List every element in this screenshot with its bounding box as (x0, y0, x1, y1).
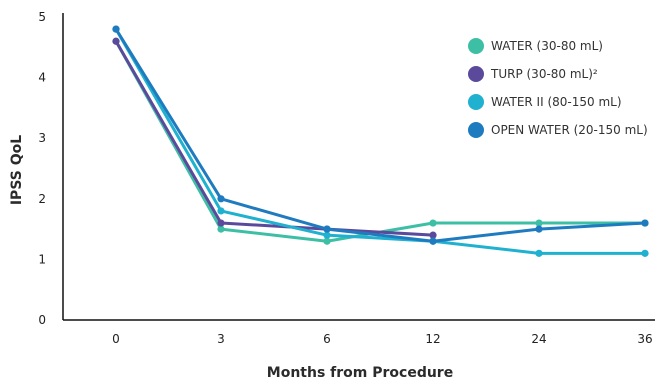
x-tick-label: 0 (112, 332, 120, 346)
y-tick-label: 3 (38, 131, 46, 145)
data-point (217, 219, 225, 227)
legend-marker (468, 38, 484, 54)
data-point (641, 219, 649, 227)
y-tick-label: 2 (38, 192, 46, 206)
x-tick-label: 36 (637, 332, 652, 346)
legend-item: TURP (30-80 mL)² (468, 66, 598, 82)
legend: WATER (30-80 mL) TURP (30-80 mL)² WATER II… (468, 38, 648, 138)
legend-item: WATER II (80-150 mL) (468, 94, 622, 110)
series-line (114, 27, 647, 243)
data-point (323, 237, 331, 245)
data-point (217, 225, 225, 233)
x-tick-labels: 0 3 6 12 24 36 (112, 332, 652, 346)
series-2 (112, 37, 437, 239)
axes (62, 13, 655, 321)
y-tick-labels: 0 1 2 3 4 5 (38, 10, 46, 327)
data-point (535, 225, 543, 233)
legend-marker (468, 66, 484, 82)
legend-item: WATER (30-80 mL) (468, 38, 603, 54)
data-point (429, 237, 437, 245)
x-tick-label: 12 (425, 332, 440, 346)
series-line (114, 27, 647, 255)
legend-label: OPEN WATER (20-150 mL) (491, 123, 648, 137)
legend-item: OPEN WATER (20-150 mL) (468, 122, 648, 138)
data-point (641, 249, 649, 257)
y-tick-label: 5 (38, 10, 46, 24)
x-axis-title: Months from Procedure (267, 365, 453, 381)
data-point (112, 25, 120, 33)
legend-marker (468, 122, 484, 138)
data-point (429, 219, 437, 227)
data-point (535, 249, 543, 257)
y-tick-label: 0 (38, 313, 46, 327)
legend-marker (468, 94, 484, 110)
legend-label: TURP (30-80 mL)² (490, 67, 598, 81)
series-4 (112, 25, 649, 245)
data-point (323, 225, 331, 233)
x-tick-label: 3 (217, 332, 225, 346)
x-tick-label: 6 (323, 332, 331, 346)
data-point (429, 231, 437, 239)
series-group (112, 25, 649, 257)
x-tick-label: 24 (531, 332, 546, 346)
y-tick-label: 1 (38, 252, 46, 266)
data-point (217, 195, 225, 203)
legend-label: WATER II (80-150 mL) (491, 95, 622, 109)
series-line (114, 39, 435, 237)
data-point (323, 231, 331, 239)
data-point (112, 37, 120, 45)
legend-label: WATER (30-80 mL) (491, 39, 603, 53)
y-axis-title: IPSS QoL (9, 135, 25, 205)
data-point (535, 219, 543, 227)
y-tick-label: 4 (38, 71, 46, 85)
data-point (217, 207, 225, 215)
